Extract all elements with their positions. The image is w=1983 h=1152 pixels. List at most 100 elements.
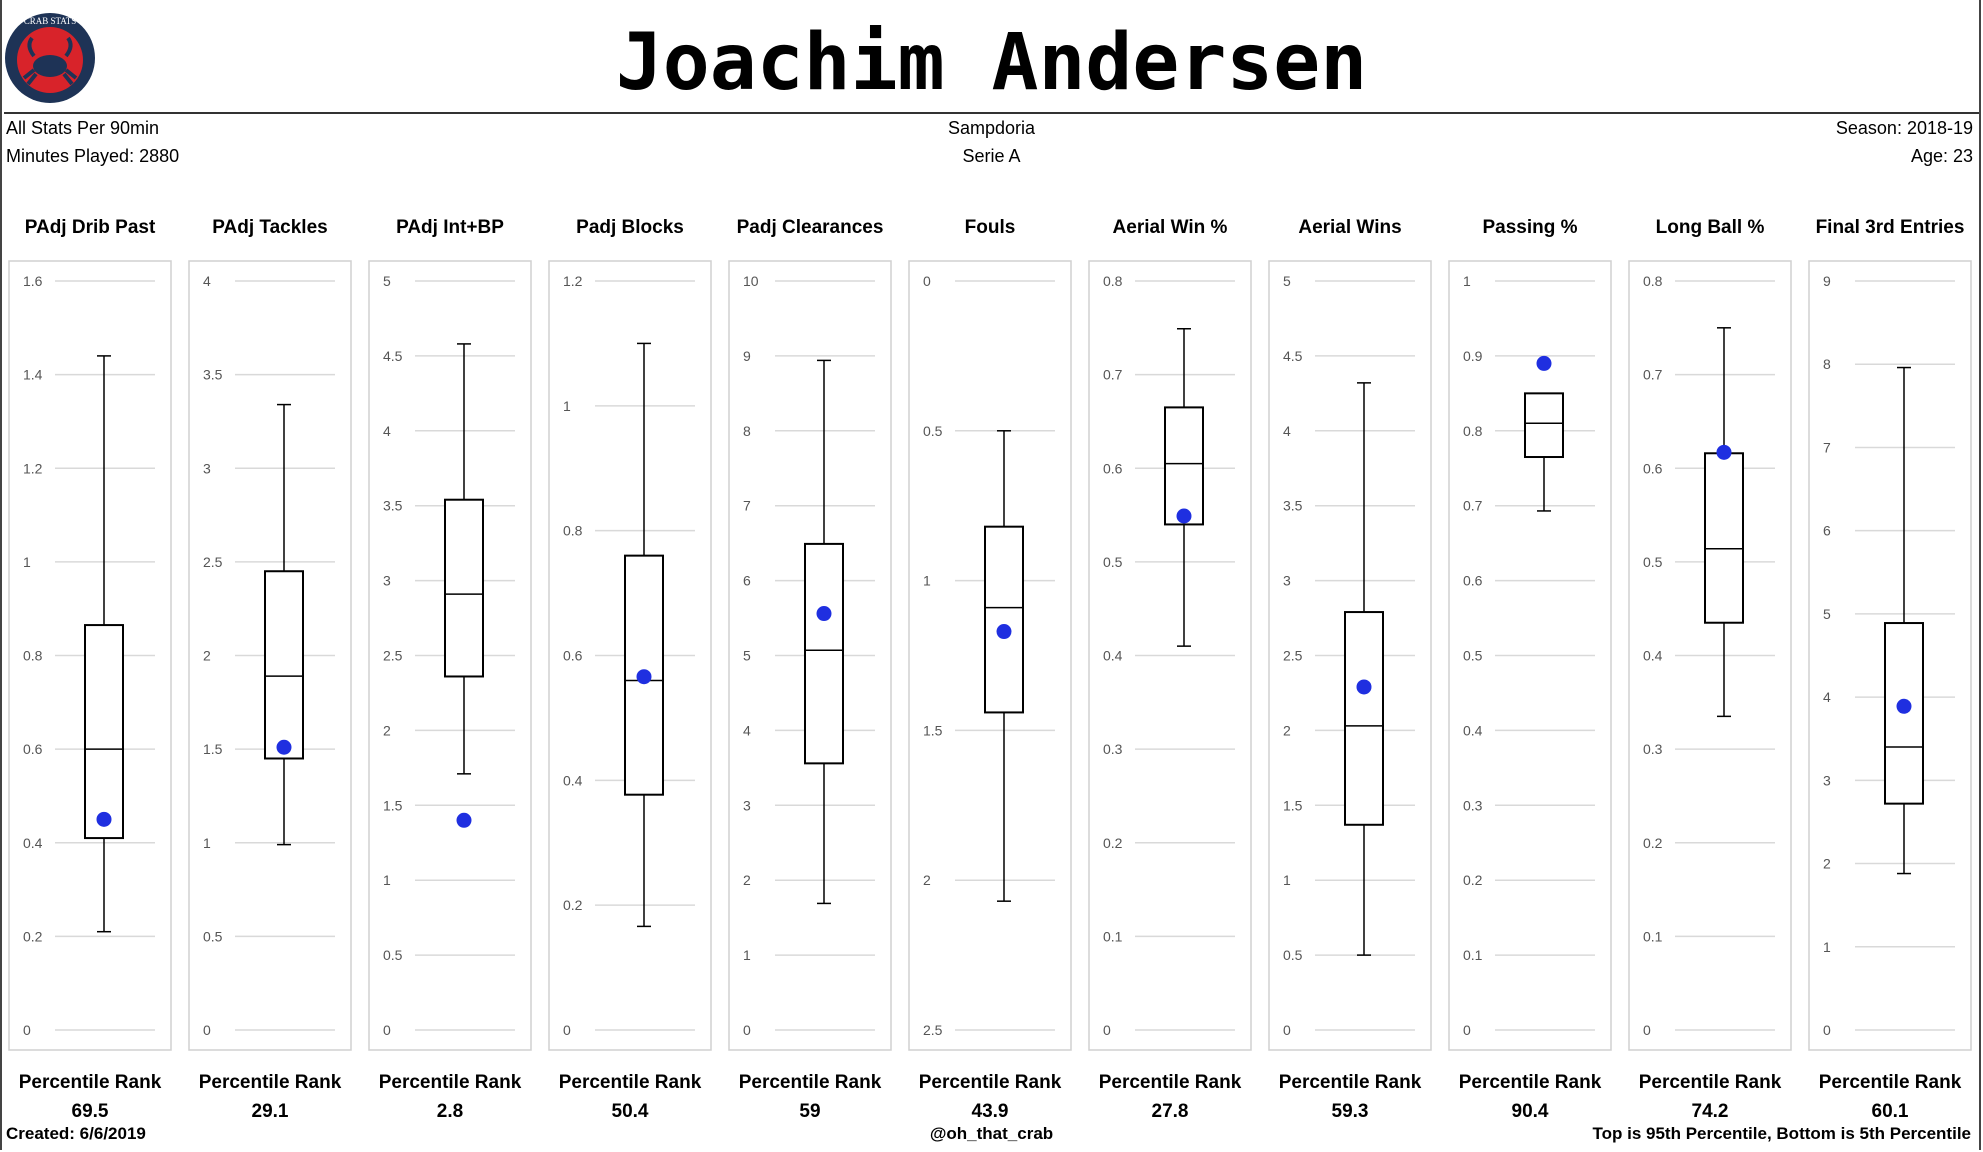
y-tick-label: 0.1 — [1643, 928, 1663, 944]
y-tick-label: 0.7 — [1463, 498, 1483, 514]
y-tick-label: 0.4 — [1643, 648, 1663, 664]
y-tick-label: 0 — [563, 1022, 571, 1038]
y-tick-label: 0 — [1643, 1022, 1651, 1038]
y-tick-label: 0.6 — [1463, 573, 1483, 589]
y-tick-label: 1.5 — [923, 722, 943, 738]
player-value-dot — [996, 624, 1012, 640]
y-tick-label: 1 — [563, 398, 571, 414]
percentile-rank-value: 69.5 — [72, 1101, 109, 1122]
y-tick-label: 4.5 — [383, 348, 403, 364]
player-value-dot — [276, 739, 292, 755]
y-tick-label: 0.9 — [1463, 348, 1483, 364]
y-tick-label: 0 — [1823, 1022, 1831, 1038]
y-tick-label: 3.5 — [1283, 498, 1303, 514]
y-tick-label: 0.5 — [1283, 947, 1303, 963]
panel-title: Long Ball % — [1656, 217, 1765, 238]
iqr-box — [1524, 392, 1564, 459]
y-tick-label: 0.8 — [1643, 273, 1663, 289]
minutes-played: Minutes Played: 2880 — [6, 146, 180, 166]
y-tick-label: 2 — [923, 872, 931, 888]
panel-frame — [908, 260, 1072, 1051]
y-tick-label: 0.6 — [23, 741, 43, 757]
y-tick-label: 0 — [743, 1022, 751, 1038]
y-tick-label: 0.1 — [1463, 947, 1483, 963]
y-tick-label: 1.2 — [23, 460, 43, 476]
y-tick-label: 1.4 — [23, 367, 43, 383]
y-tick-label: 1 — [23, 554, 31, 570]
y-tick-label: 0 — [23, 1022, 31, 1038]
y-tick-label: 0.5 — [923, 423, 943, 439]
percentile-rank-label: Percentile Rank — [1819, 1072, 1962, 1093]
info-center: Sampdoria Serie A — [0, 114, 1983, 170]
y-tick-label: 5 — [743, 648, 751, 664]
y-tick-label: 7 — [743, 498, 751, 514]
y-tick-label: 0.4 — [563, 772, 583, 788]
y-tick-label: 0.4 — [23, 835, 43, 851]
y-tick-label: 0.7 — [1643, 367, 1663, 383]
y-tick-label: 10 — [743, 273, 759, 289]
y-tick-label: 3 — [1283, 573, 1291, 589]
percentile-rank-label: Percentile Rank — [1099, 1072, 1242, 1093]
panel-title: Padj Blocks — [576, 217, 684, 238]
y-tick-label: 4 — [1283, 423, 1291, 439]
y-tick-label: 0 — [1283, 1022, 1291, 1038]
iqr-box — [984, 525, 1024, 714]
y-tick-label: 1 — [1463, 273, 1471, 289]
y-tick-label: 0.4 — [1103, 648, 1123, 664]
y-tick-label: 2.5 — [923, 1022, 943, 1038]
y-tick-label: 0.5 — [1463, 648, 1483, 664]
y-tick-label: 0.5 — [383, 947, 403, 963]
panel-title: Aerial Win % — [1113, 217, 1228, 238]
percentile-rank-label: Percentile Rank — [559, 1072, 702, 1093]
y-tick-label: 0.6 — [1103, 460, 1123, 476]
panel-title: PAdj Int+BP — [396, 217, 504, 238]
y-tick-label: 2.5 — [1283, 648, 1303, 664]
player-name: Joachim Andersen — [615, 18, 1368, 108]
y-tick-label: 9 — [1823, 273, 1831, 289]
percentile-rank-label: Percentile Rank — [19, 1072, 162, 1093]
y-tick-label: 1.5 — [203, 741, 223, 757]
y-tick-label: 1.5 — [1283, 797, 1303, 813]
y-tick-label: 4.5 — [1283, 348, 1303, 364]
percentile-rank-label: Percentile Rank — [1459, 1072, 1602, 1093]
header-divider — [4, 112, 1979, 114]
percentile-rank-value: 90.4 — [1512, 1101, 1549, 1122]
player-value-dot — [816, 606, 832, 622]
percentile-rank-label: Percentile Rank — [919, 1072, 1062, 1093]
percentile-rank-value: 60.1 — [1872, 1101, 1909, 1122]
player-value-dot — [1176, 508, 1192, 524]
panel-title: Fouls — [965, 217, 1016, 238]
y-tick-label: 0.2 — [1103, 835, 1123, 851]
iqr-box — [1704, 452, 1744, 624]
y-tick-label: 0.6 — [563, 648, 583, 664]
y-tick-label: 0.6 — [1643, 460, 1663, 476]
y-tick-label: 1.2 — [563, 273, 583, 289]
y-tick-label: 9 — [743, 348, 751, 364]
percentile-rank-value: 50.4 — [612, 1101, 649, 1122]
percentile-rank-value: 29.1 — [252, 1101, 289, 1122]
y-tick-label: 3 — [1823, 772, 1831, 788]
y-tick-label: 3 — [203, 460, 211, 476]
y-tick-label: 8 — [1823, 356, 1831, 372]
y-tick-label: 0.3 — [1643, 741, 1663, 757]
y-tick-label: 3 — [743, 797, 751, 813]
y-tick-label: 0.5 — [1103, 554, 1123, 570]
player-value-dot — [1356, 679, 1372, 695]
y-tick-label: 1.6 — [23, 273, 43, 289]
created-date: Created: 6/6/2019 — [6, 1124, 146, 1143]
crab-stats-logo: CRAB STATS — [5, 13, 95, 103]
y-tick-label: 3.5 — [203, 367, 223, 383]
player-value-dot — [96, 811, 112, 827]
y-tick-label: 0.2 — [563, 897, 583, 913]
iqr-box — [264, 570, 304, 760]
info-left: All Stats Per 90min Minutes Played: 2880 — [6, 114, 179, 170]
league: Serie A — [962, 146, 1021, 166]
panel-title: PAdj Drib Past — [25, 217, 156, 238]
y-tick-label: 0 — [383, 1022, 391, 1038]
panel-title: Passing % — [1482, 217, 1577, 238]
percentile-rank-label: Percentile Rank — [739, 1072, 882, 1093]
age: Age: 23 — [1910, 146, 1973, 166]
panel-title: Aerial Wins — [1298, 217, 1401, 238]
y-tick-label: 4 — [743, 722, 751, 738]
iqr-box — [1344, 611, 1384, 826]
